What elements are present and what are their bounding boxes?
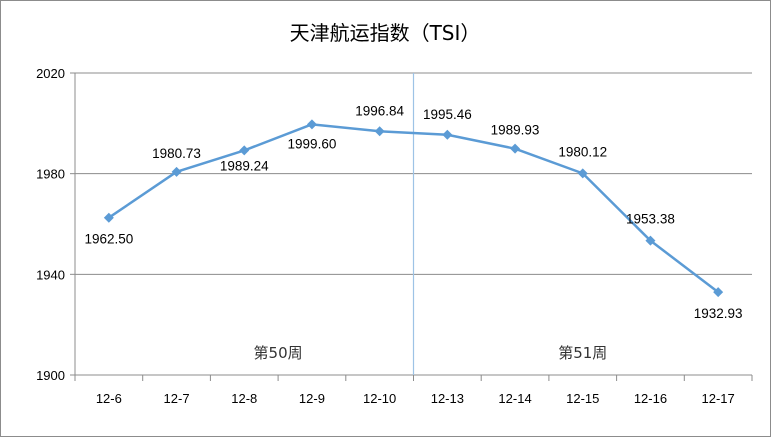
data-point-9 — [713, 287, 724, 298]
series-tsi — [103, 119, 724, 298]
data-label-3: 1999.60 — [288, 136, 337, 151]
data-point-2 — [239, 145, 250, 156]
y-tick-label-3: 2020 — [36, 66, 65, 81]
data-label-8: 1953.38 — [626, 212, 675, 227]
y-tick-labels: 1900 1940 1980 2020 — [36, 66, 65, 383]
y-tick-label-1: 1940 — [36, 267, 65, 282]
x-tick-labels: 12-6 12-7 12-8 12-9 12-10 12-13 12-14 12-15 12-1… — [96, 391, 735, 406]
annotation-week-50: 第50周 — [254, 344, 303, 362]
data-label-0: 1962.50 — [84, 232, 133, 247]
y-tick-label-0: 1900 — [36, 368, 65, 383]
x-tick-label-5: 12-13 — [431, 391, 464, 406]
series-line — [108, 123, 719, 294]
data-point-7 — [577, 168, 588, 179]
x-tick-label-9: 12-17 — [702, 391, 735, 406]
data-labels: 1962.50 1980.73 1989.24 1999.60 1996.84 1995.… — [84, 103, 742, 321]
data-point-6 — [510, 143, 521, 154]
data-point-8 — [645, 235, 656, 246]
data-point-1 — [171, 166, 182, 177]
data-label-4: 1996.84 — [355, 103, 404, 118]
x-tick-label-7: 12-15 — [566, 391, 599, 406]
data-point-4 — [374, 126, 385, 137]
data-point-3 — [306, 119, 317, 130]
data-label-6: 1989.93 — [491, 123, 540, 138]
data-label-2: 1989.24 — [220, 158, 269, 173]
x-tick-label-1: 12-7 — [164, 391, 190, 406]
data-label-9: 1932.93 — [694, 306, 743, 321]
annotation-week-51: 第51周 — [558, 344, 607, 362]
x-tick-label-3: 12-9 — [299, 391, 325, 406]
axes — [70, 72, 753, 381]
y-tick-label-2: 1980 — [36, 167, 65, 182]
data-label-5: 1995.46 — [423, 107, 472, 122]
x-tick-label-4: 12-10 — [363, 391, 396, 406]
data-point-0 — [103, 212, 114, 223]
x-tick-label-8: 12-16 — [634, 391, 667, 406]
data-label-1: 1980.73 — [152, 146, 201, 161]
data-label-7: 1980.12 — [558, 144, 607, 159]
data-point-5 — [442, 129, 453, 140]
x-tick-label-2: 12-8 — [231, 391, 257, 406]
chart-title: 天津航运指数（TSI） — [290, 21, 481, 45]
x-tick-label-6: 12-14 — [498, 391, 531, 406]
x-tick-label-0: 12-6 — [96, 391, 122, 406]
